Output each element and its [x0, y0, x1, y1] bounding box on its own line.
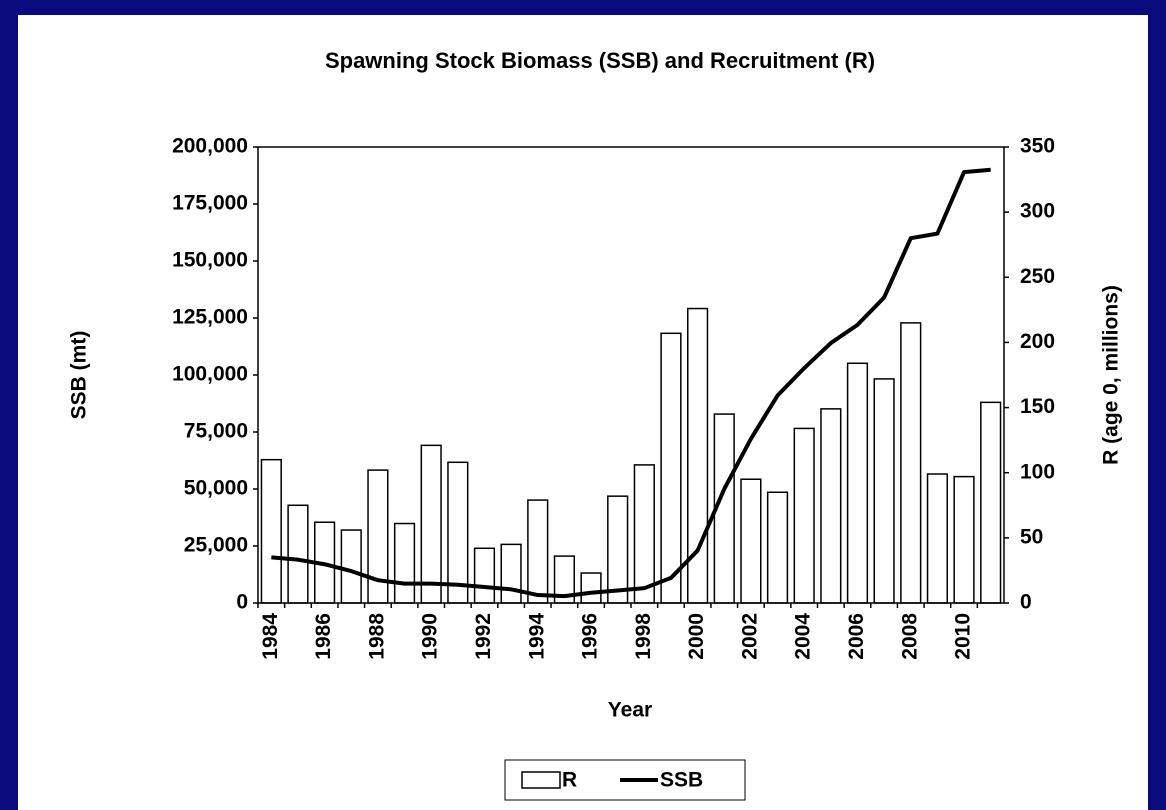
y-tick-label: 0 [236, 591, 248, 614]
plot-frame [257, 146, 1005, 604]
bar [607, 495, 629, 604]
chart-title: Spawning Stock Biomass (SSB) and Recruit… [325, 48, 875, 73]
y2-tick-label: 200 [1020, 330, 1055, 353]
bar [633, 464, 655, 604]
bar [500, 543, 522, 604]
x-tick-label: 1988 [365, 613, 388, 660]
y-tick-label: 200,000 [172, 135, 248, 158]
y-tick-label: 150,000 [172, 249, 248, 272]
bar [660, 332, 682, 604]
legend-label: R [562, 769, 577, 792]
bar [340, 529, 362, 604]
y-tick-label: 100,000 [172, 363, 248, 386]
x-tick-label: 1984 [259, 613, 282, 660]
x-axis-title: Year [608, 699, 652, 722]
bar [447, 461, 469, 604]
bar [287, 504, 309, 604]
y2-tick-label: 300 [1020, 200, 1055, 223]
y-axis-title: SSB (mt) [68, 331, 91, 420]
bar [900, 322, 922, 604]
bar [473, 547, 496, 604]
bar [420, 444, 442, 604]
bar [527, 499, 549, 604]
y2-axis-title: R (age 0, millions) [1100, 285, 1123, 465]
y2-tick-label: 50 [1020, 525, 1043, 548]
x-tick-label: 2010 [952, 613, 975, 660]
x-tick-label: 1994 [525, 613, 548, 660]
bar [846, 362, 869, 604]
x-tick-label: 1986 [312, 613, 335, 660]
bar [580, 572, 602, 604]
y2-tick-label: 150 [1020, 395, 1055, 418]
y2-tick-label: 350 [1020, 135, 1055, 158]
bar [926, 473, 949, 604]
line [271, 167, 991, 599]
bar [980, 401, 1002, 604]
x-tick-label: 2000 [685, 613, 708, 660]
bar [260, 458, 282, 604]
y2-tick-label: 0 [1020, 591, 1032, 614]
x-tick-label: 2006 [845, 613, 868, 660]
legend-label: SSB [660, 769, 703, 792]
x-tick-label: 2008 [898, 613, 921, 660]
y-tick-label: 175,000 [172, 192, 248, 215]
x-tick-label: 2002 [738, 613, 761, 660]
bar [766, 491, 789, 604]
y2-tick-label: 100 [1020, 460, 1055, 483]
bar [953, 475, 975, 604]
bar [793, 427, 815, 604]
x-tick-label: 1990 [419, 613, 442, 660]
y2-tick-label: 250 [1020, 265, 1055, 288]
bar [820, 408, 842, 604]
x-tick-label: 2004 [792, 613, 815, 660]
y-tick-label: 25,000 [184, 534, 248, 557]
x-tick-label: 1998 [632, 613, 655, 660]
legend-swatch [521, 771, 561, 789]
y-tick-label: 125,000 [172, 306, 248, 329]
y-tick-label: 75,000 [184, 420, 248, 443]
y-tick-label: 50,000 [184, 477, 248, 500]
x-tick-label: 1992 [472, 613, 495, 660]
bar [393, 522, 416, 604]
bar [873, 378, 895, 604]
bar [740, 478, 762, 604]
x-tick-label: 1996 [579, 613, 602, 660]
